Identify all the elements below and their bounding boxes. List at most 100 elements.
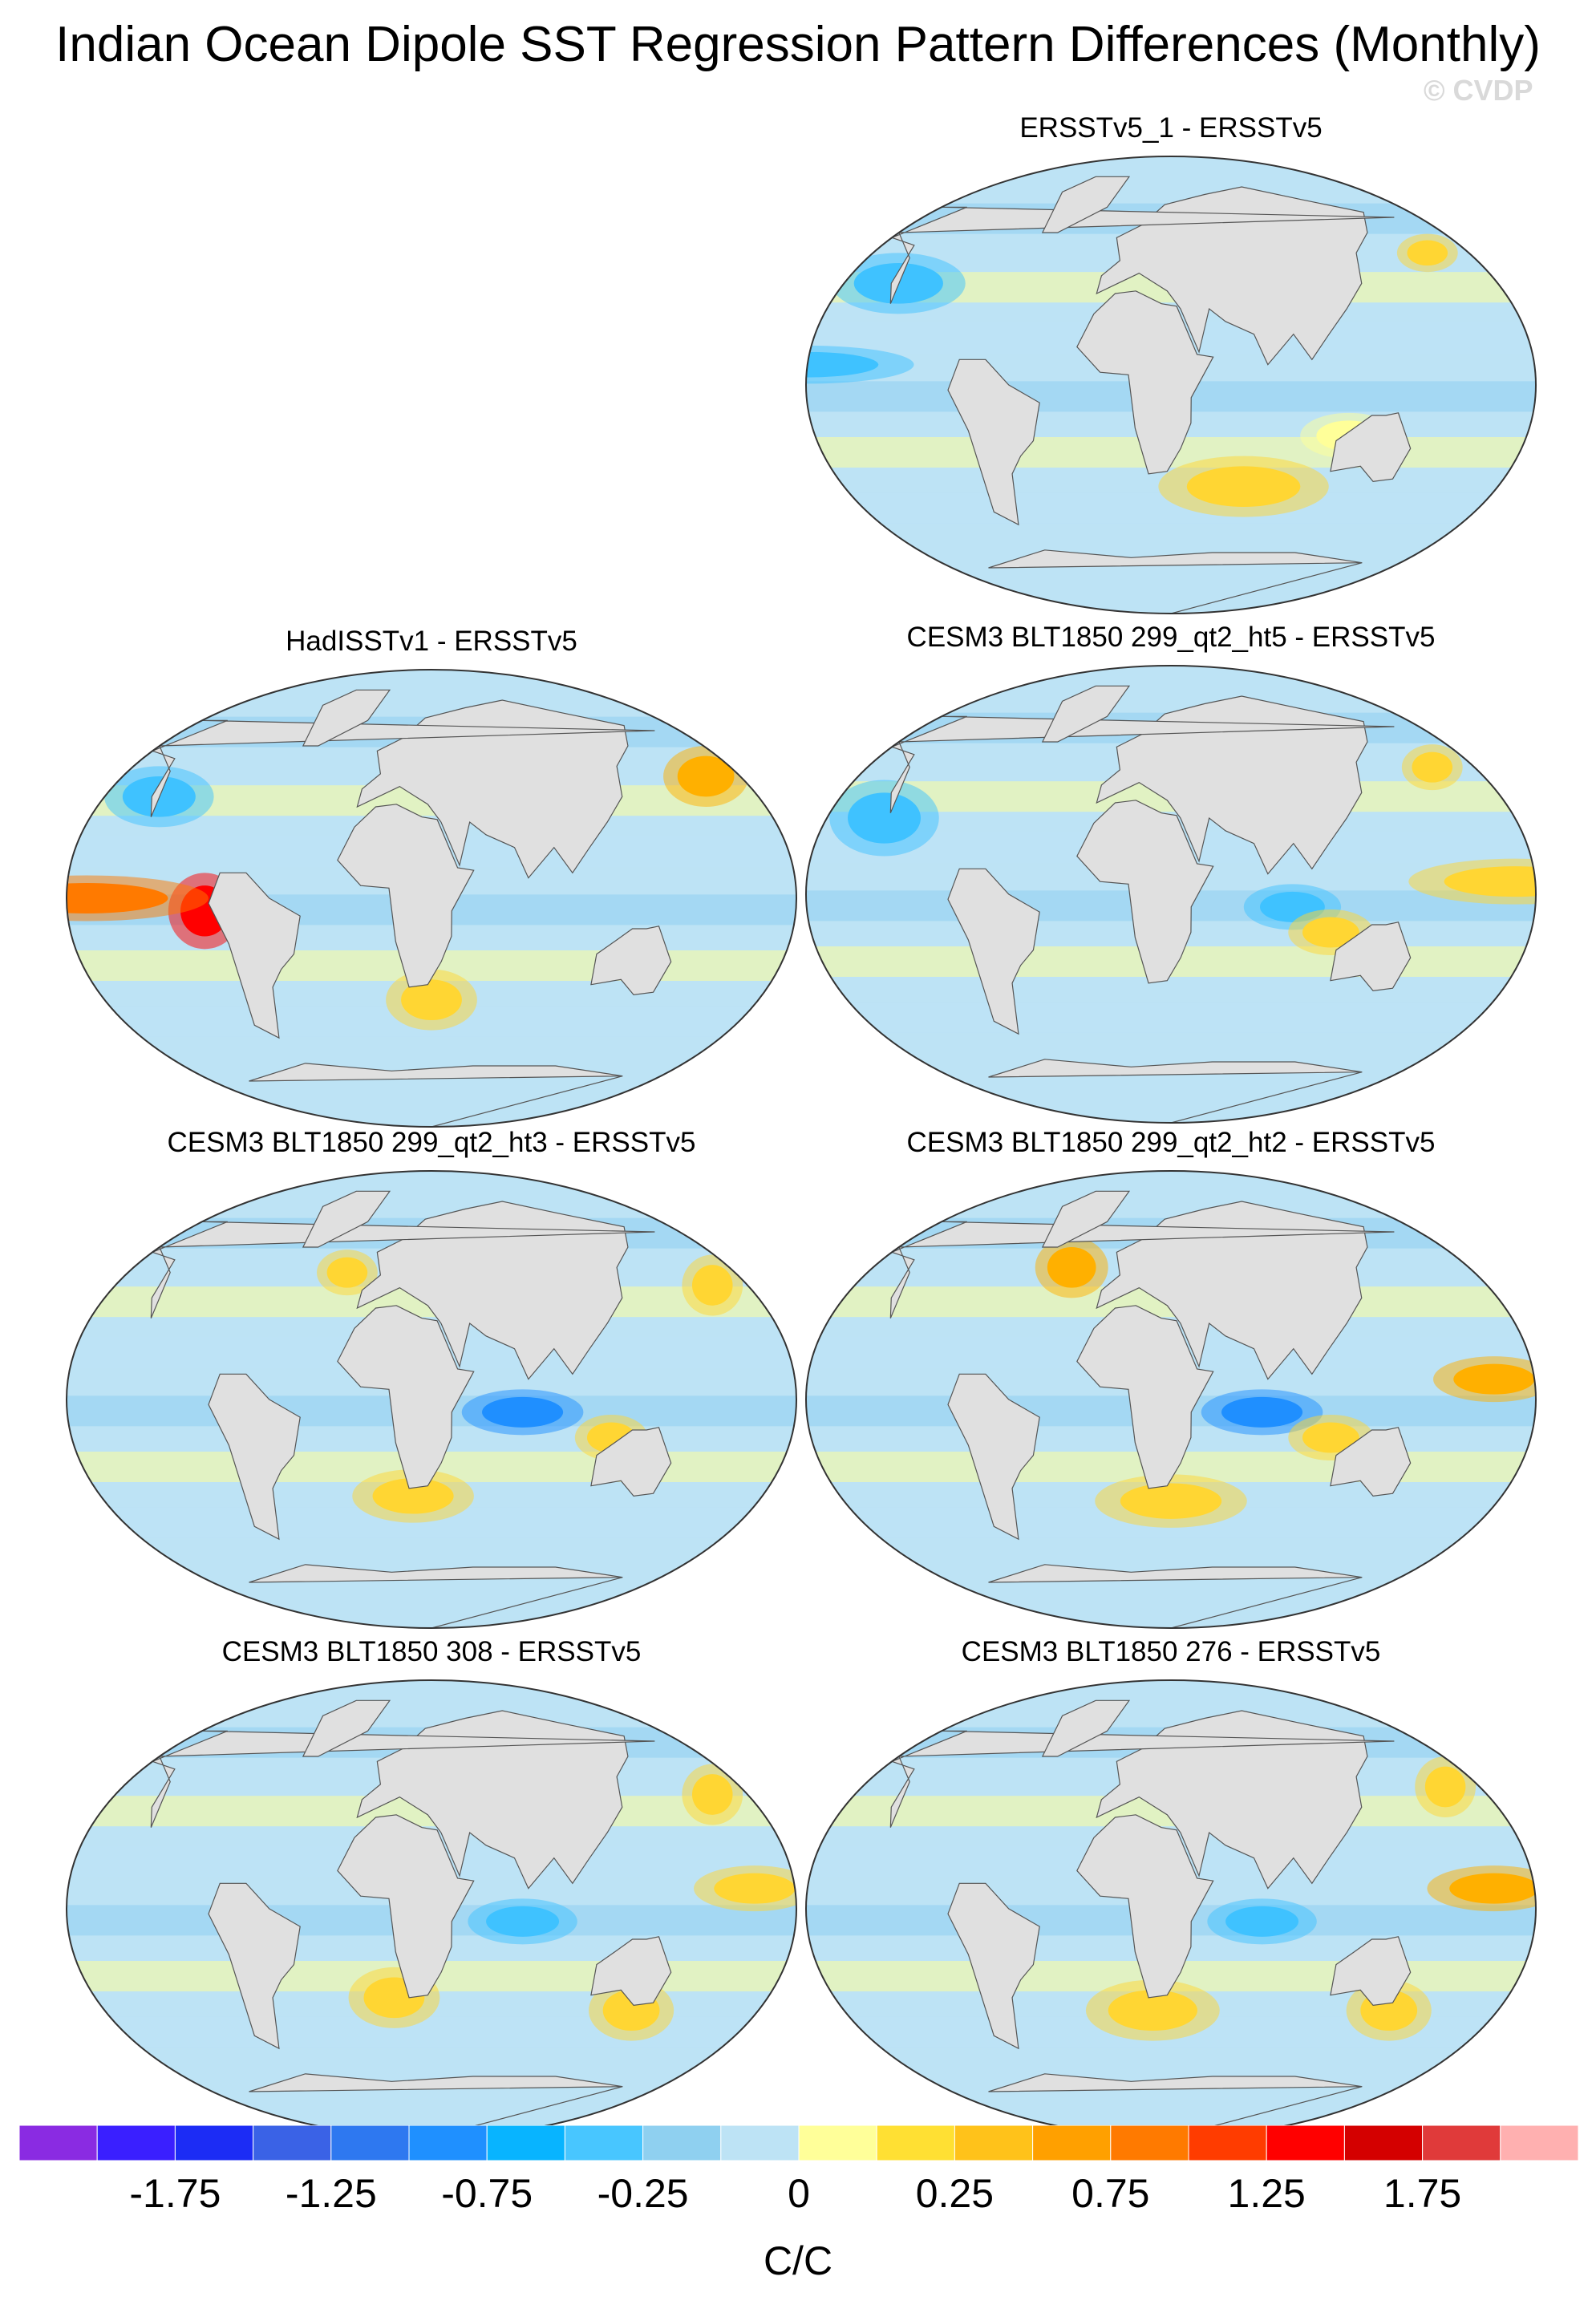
panel-title: CESM3 BLT1850 299_qt2_ht2 - ERSSTv5	[906, 1127, 1436, 1158]
anomaly-core	[1221, 1396, 1303, 1428]
map-panel-1: HadISSTv1 - ERSSTv5	[63, 626, 800, 1139]
anomaly-core	[1407, 240, 1448, 266]
land-south-america-east	[947, 868, 1040, 1035]
colorbar-swatch	[954, 2125, 1034, 2161]
anomaly-core	[372, 1478, 454, 1514]
map-border	[805, 665, 1537, 1124]
colorbar-swatch	[174, 2125, 254, 2161]
colorbar-swatch	[1266, 2125, 1345, 2161]
figure-title: Indian Ocean Dipole SST Regression Patte…	[55, 17, 1541, 72]
land-south-america-east	[947, 1373, 1040, 1541]
colorbar-swatch	[564, 2125, 644, 2161]
land-antarctica	[988, 2073, 1363, 2137]
land-greenland	[302, 1190, 391, 1248]
land-north-america-west	[889, 206, 1395, 304]
colorbar-units: C/C	[763, 2238, 833, 2283]
anomaly-core	[848, 792, 922, 844]
land-australia	[590, 1936, 672, 2006]
anomaly-core	[677, 755, 735, 797]
colorbar-tick-label: 1.25	[1227, 2171, 1306, 2216]
map-panel-0: ERSSTv5_1 - ERSSTv5	[802, 112, 1540, 626]
anomaly-core	[67, 883, 168, 913]
colorbar-tick-label: 0.25	[915, 2171, 994, 2216]
land-australia	[590, 926, 672, 995]
land-south-america-east	[947, 1882, 1040, 2050]
panel-title: CESM3 BLT1850 299_qt2_ht5 - ERSSTv5	[906, 622, 1436, 653]
panel-title: CESM3 BLT1850 308 - ERSSTv5	[221, 1636, 642, 1667]
land-south-america-east	[947, 358, 1040, 526]
colorbar-swatch	[1032, 2125, 1112, 2161]
land-greenland	[302, 689, 391, 747]
land-australia	[1330, 922, 1412, 991]
anomaly-core	[1225, 1906, 1299, 1937]
colorbar-tick-label: 0	[788, 2171, 810, 2216]
land-antarctica	[249, 2073, 623, 2137]
land-antarctica	[249, 1063, 623, 1127]
colorbar-swatch	[330, 2125, 410, 2161]
anomaly-core	[1108, 1990, 1197, 2031]
map	[805, 1679, 1537, 2138]
anomaly-core	[1412, 751, 1453, 783]
colorbar-tick-label: -1.25	[285, 2171, 377, 2216]
panel-title: ERSSTv5_1 - ERSSTv5	[1019, 112, 1323, 144]
map-panel-6: CESM3 BLT1850 276 - ERSSTv5	[802, 1636, 1540, 2149]
anomaly-core	[714, 1873, 796, 1904]
colorbar-swatch	[19, 2125, 98, 2161]
colorbar-swatch	[1110, 2125, 1189, 2161]
map-panel-2: CESM3 BLT1850 299_qt2_ht5 - ERSSTv5	[802, 622, 1540, 1135]
colorbar-tick-label: 1.75	[1383, 2171, 1462, 2216]
anomaly-core	[1449, 1873, 1536, 1904]
colorbar-swatch	[253, 2125, 332, 2161]
colorbar-swatch	[642, 2125, 722, 2161]
land-africa	[1076, 1814, 1214, 1999]
anomaly-core	[1186, 466, 1301, 507]
colorbar-swatch	[408, 2125, 488, 2161]
map-panel-3: CESM3 BLT1850 299_qt2_ht3 - ERSSTv5	[63, 1127, 800, 1640]
land-greenland	[1041, 176, 1131, 233]
anomaly-band	[67, 2016, 796, 2048]
map	[805, 156, 1537, 614]
anomaly-core	[1120, 1483, 1222, 1519]
anomaly-core	[486, 1906, 560, 1937]
map-panel-5: CESM3 BLT1850 308 - ERSSTv5	[63, 1636, 800, 2149]
colorbar-tick-label: -1.75	[129, 2171, 221, 2216]
anomaly-core	[1302, 917, 1359, 948]
panel-title: CESM3 BLT1850 276 - ERSSTv5	[961, 1636, 1381, 1667]
land-south-america-east	[208, 1882, 301, 2050]
map	[66, 1679, 797, 2138]
land-greenland	[1041, 1699, 1131, 1757]
map-border	[66, 669, 797, 1128]
land-antarctica	[988, 1059, 1363, 1123]
anomaly-core	[1424, 1766, 1466, 1808]
land-africa	[337, 804, 475, 988]
map-panel-4: CESM3 BLT1850 299_qt2_ht2 - ERSSTv5	[802, 1127, 1540, 1640]
map-border	[805, 156, 1537, 614]
land-australia	[1330, 1936, 1412, 2006]
land-africa	[1076, 800, 1214, 984]
colorbar-swatch	[720, 2125, 800, 2161]
colorbar-swatch	[486, 2125, 565, 2161]
anomaly-core	[1047, 1247, 1096, 1288]
colorbar-tick-label: 0.75	[1071, 2171, 1150, 2216]
colorbar-swatch	[1422, 2125, 1501, 2161]
land-greenland	[1041, 685, 1131, 743]
land-australia	[1330, 1427, 1412, 1497]
colorbar-swatch	[798, 2125, 877, 2161]
land-australia	[590, 1427, 672, 1497]
anomaly-core	[1302, 1422, 1359, 1453]
land-north-america-west	[889, 1221, 1395, 1318]
anomaly-core	[691, 1774, 733, 1815]
land-africa	[337, 1305, 475, 1489]
land-north-america-west	[889, 1730, 1395, 1828]
land-greenland	[302, 1699, 391, 1757]
map	[805, 1170, 1537, 1629]
land-australia	[1330, 412, 1412, 482]
colorbar-swatch	[1500, 2125, 1578, 2161]
map	[805, 665, 1537, 1124]
land-north-america-west	[889, 715, 1395, 813]
map-border	[66, 1170, 797, 1629]
land-antarctica	[249, 1564, 623, 1628]
land-north-america-west	[150, 1730, 655, 1828]
land-antarctica	[988, 1564, 1363, 1628]
colorbar-swatch	[96, 2125, 176, 2161]
